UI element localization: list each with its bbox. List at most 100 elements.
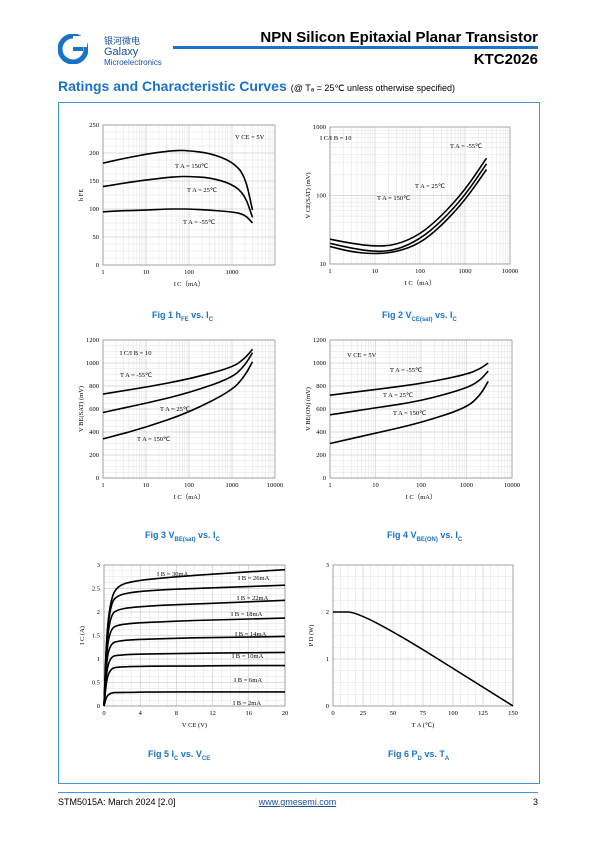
series-line [102,175,254,218]
plot-frame [102,339,276,479]
x-tick-label: 10000 [502,268,518,275]
caption-fig1: Fig 1 hFE vs. IC [152,310,214,323]
y-axis-label: I C (A) [79,626,86,645]
y-tick-label: 2 [97,609,100,616]
x-axis-label: I C（mA） [174,280,205,288]
series-line [332,611,514,707]
chart-fig6: 0 25 50 75 100 125 150 0 1 2 3 T A (℃) P D (W) [308,562,518,729]
footer-page-number: 3 [532,797,538,807]
x-tick-label: 10 [143,482,150,489]
y-axis-label: V BE(ON) (mV) [305,387,312,431]
y-tick-label: 250 [89,122,99,129]
chart-fig5: 0 4 8 12 16 20 0 0.5 1 1.5 2 2.5 3 V CE (V) I C (A) I B… [79,562,288,729]
x-tick-label: 12 [209,710,216,717]
section-note: (@ Tₐ = 25℃ unless otherwise specified) [290,83,455,93]
y-axis-label: V CE(SAT) (mV) [305,172,312,218]
series-line [102,149,254,211]
chart-annotation: T A = 25℃ [383,392,414,399]
y-tick-label: 200 [316,452,326,459]
plot-frame [329,126,511,265]
chart-annotation: T A = -55℃ [390,367,423,374]
y-tick-label: 1000 [313,124,326,131]
x-tick-label: 125 [478,710,488,717]
series-line [102,352,254,414]
series-line [329,169,488,255]
y-tick-label: 10 [320,261,327,268]
logo-subtitle: Microelectronics [104,58,162,67]
x-axis-label: V CE (V) [182,722,207,729]
y-tick-label: 150 [89,178,99,185]
x-tick-label: 25 [360,710,367,717]
x-tick-label: 10 [143,269,150,276]
chart-annotation: I B = 6mA [234,677,262,684]
y-tick-label: 0 [323,475,326,482]
y-tick-label: 600 [89,406,99,413]
x-tick-label: 10000 [267,482,283,489]
y-tick-label: 3 [326,562,329,569]
chart-fig4: 1 10 100 1000 10000 0 200 400 600 800 1000 1200 I C（… [305,337,520,501]
series-line [329,370,489,416]
chart-annotation: I B = 18mA [231,611,263,618]
y-tick-label: 400 [89,429,99,436]
y-tick-label: 0 [97,703,100,710]
y-axis-label: V BE(SAT) (mV) [78,386,85,432]
plot-frame [332,564,514,707]
y-tick-label: 200 [89,452,99,459]
x-tick-label: 10 [372,482,379,489]
y-tick-label: 100 [89,206,99,213]
chart-annotation: V CE = 5V [235,134,265,141]
chart-annotation: T A = -55℃ [120,372,153,379]
y-tick-label: 1 [97,656,100,663]
x-tick-label: 1000 [459,268,472,275]
x-tick-label: 0 [102,710,105,717]
chart-annotation: I C/I B = 10 [320,135,351,142]
chart-annotation: T A = 150℃ [377,195,411,202]
chart-annotation: T A = 150℃ [175,163,209,170]
x-axis-label: I C（mA） [174,493,205,501]
x-tick-label: 100 [448,710,458,717]
chart-annotation: T A = 25℃ [187,187,218,194]
chart-fig3: 1 10 100 1000 10000 0 200 400 600 800 1000 1200 I C（… [78,337,283,501]
plot-frame [102,124,276,266]
chart-annotation: T A = 150℃ [137,436,171,443]
y-tick-label: 1200 [313,337,326,344]
series-line [102,208,254,224]
series-line [329,157,488,247]
plot-frame [103,564,286,707]
x-tick-label: 75 [420,710,427,717]
x-tick-label: 1000 [226,269,239,276]
galaxy-logo-icon [58,34,88,64]
series-line [103,691,285,707]
logo-name: Galaxy [104,46,139,58]
chart-annotation: I B = 26mA [238,575,270,582]
y-tick-label: 800 [316,383,326,390]
x-tick-label: 10 [372,268,379,275]
x-tick-label: 1 [101,482,104,489]
series-line [329,163,488,253]
x-tick-label: 50 [390,710,397,717]
x-tick-label: 1 [101,269,104,276]
chart-annotation: V CE = 5V [347,352,377,359]
document-title: NPN Silicon Epitaxial Planar Transistor [260,29,538,46]
section-title: Ratings and Characteristic Curves [58,78,287,94]
x-tick-label: 0 [331,710,334,717]
y-tick-label: 0 [326,703,329,710]
section-heading: Ratings and Characteristic Curves (@ Tₐ =… [58,78,455,94]
y-tick-label: 1 [326,656,329,663]
chart-annotation: I B = 2mA [233,700,261,707]
chart-annotation: I B = 10mA [232,653,264,660]
y-tick-label: 1.5 [92,633,100,640]
y-tick-label: 400 [316,429,326,436]
chart-annotation: I B = 30mA [157,571,189,578]
logo-chinese-name: 银河微电 [104,37,141,47]
footer-website-link[interactable]: www.gmesemi.com [258,797,337,807]
caption-fig2: Fig 2 VCE(sat) vs. IC [382,310,457,323]
chart-fig1: 1 10 100 1000 0 50 100 150 200 250 I C（mA） h FE V CE… [78,122,276,288]
x-tick-label: 100 [184,482,194,489]
series-line [103,651,286,707]
y-tick-label: 800 [89,383,99,390]
chart-annotation: T A = 25℃ [415,183,446,190]
x-tick-label: 1 [328,482,331,489]
x-tick-label: 100 [184,269,194,276]
